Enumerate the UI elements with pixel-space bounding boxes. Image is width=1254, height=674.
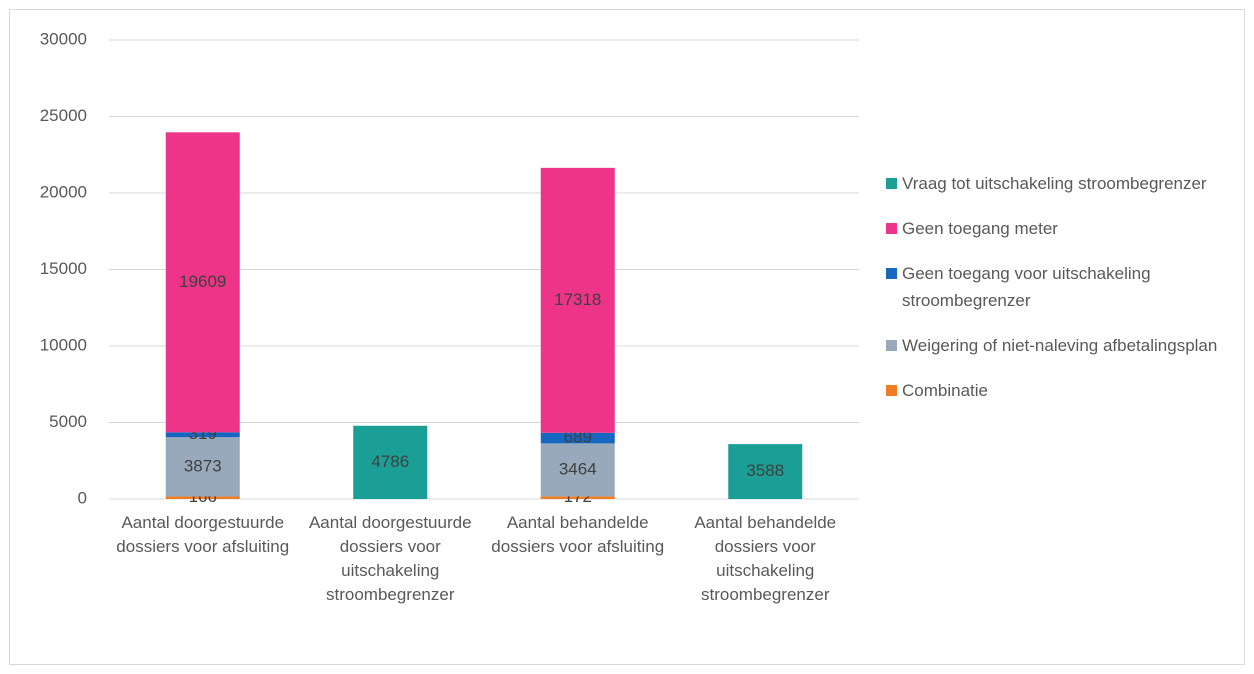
bar-segment xyxy=(165,437,240,497)
legend-item: Vraag tot uitschakeling stroombegrenzer xyxy=(886,170,1246,197)
data-label: 4786 xyxy=(371,452,409,471)
data-label: 3873 xyxy=(184,456,222,475)
legend-label: Weigering of niet-naleving afbetalingspl… xyxy=(902,336,1218,355)
bar-segment xyxy=(165,432,240,438)
x-tick-label: Aantal doorgestuurde dossiers voor afslu… xyxy=(116,513,290,556)
bar-segment xyxy=(540,167,615,433)
y-tick-label: 30000 xyxy=(40,29,87,48)
x-tick-label: Aantal doorgestuurde dossiers voor uitsc… xyxy=(308,513,472,604)
bar-segment xyxy=(540,443,615,497)
legend-item: Geen toegang voor uitschakeling stroombe… xyxy=(886,260,1246,314)
data-label: 17318 xyxy=(554,290,601,309)
legend-swatch xyxy=(886,223,897,234)
x-tick-label: Aantal behandelde dossiers voor afsluiti… xyxy=(491,513,665,556)
legend-swatch xyxy=(886,385,897,396)
legend-label: Vraag tot uitschakeling stroombegrenzer xyxy=(902,174,1207,193)
legend-item: Geen toegang meter xyxy=(886,215,1246,242)
chart-frame xyxy=(9,9,1245,665)
legend-item: Weigering of niet-naleving afbetalingspl… xyxy=(886,332,1246,359)
legend-swatch xyxy=(886,340,897,351)
y-tick-label: 25000 xyxy=(40,106,87,125)
legend-item: Combinatie xyxy=(886,377,1246,404)
legend-label: Combinatie xyxy=(902,381,988,400)
legend-swatch xyxy=(886,178,897,189)
data-label: 3588 xyxy=(746,461,784,480)
bar-segment xyxy=(540,432,615,444)
legend: Vraag tot uitschakeling stroombegrenzer G… xyxy=(886,170,1246,422)
legend-label: Geen toegang voor uitschakeling stroombe… xyxy=(902,264,1151,310)
y-tick-label: 20000 xyxy=(40,182,87,201)
x-tick-label: Aantal behandelde dossiers voor uitschak… xyxy=(694,513,837,604)
bar-segment xyxy=(165,132,240,433)
legend-swatch xyxy=(886,268,897,279)
bar-segment xyxy=(165,496,240,499)
y-tick-label: 10000 xyxy=(40,335,87,354)
data-label: 19609 xyxy=(179,272,226,291)
y-tick-label: 15000 xyxy=(40,259,87,278)
bar-segment xyxy=(353,425,428,499)
y-tick-label: 0 xyxy=(78,488,87,507)
bar-segment xyxy=(540,496,615,499)
legend-label: Geen toegang meter xyxy=(902,219,1058,238)
bar-segment xyxy=(728,444,803,499)
data-label: 3464 xyxy=(559,459,597,478)
y-tick-label: 5000 xyxy=(49,412,87,431)
